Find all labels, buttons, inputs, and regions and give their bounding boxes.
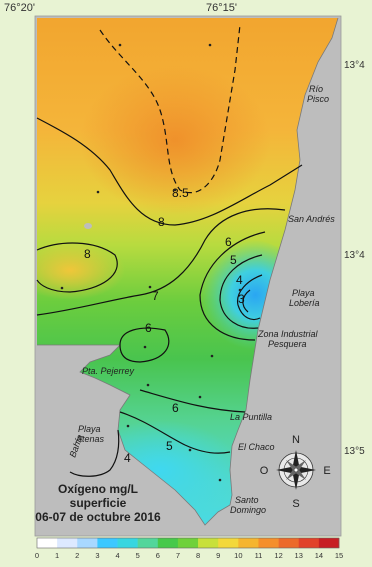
contour-label: 6 xyxy=(145,321,152,335)
colorbar-swatch xyxy=(57,538,78,548)
contour-label: 8 xyxy=(84,247,91,261)
colorbar-swatch xyxy=(318,538,340,548)
colorbar-tick-label: 15 xyxy=(335,551,343,560)
colorbar-swatch xyxy=(157,538,179,548)
legend-line-2: superficie xyxy=(70,496,127,510)
colorbar-swatch xyxy=(117,538,138,548)
contour-3 xyxy=(242,289,251,313)
colorbar-swatch xyxy=(258,538,279,548)
colorbar-tick-label: 1 xyxy=(55,551,59,560)
colorbar-swatch xyxy=(37,538,58,548)
contour-label: 8 xyxy=(158,215,165,229)
compass-s: S xyxy=(292,498,299,510)
contour-8-upper xyxy=(36,117,303,226)
contour-label: 6 xyxy=(172,401,179,415)
contour-6-south xyxy=(139,389,246,413)
colorbar-swatch xyxy=(218,538,239,548)
place-pta-pejerrey: Pta. Pejerrey xyxy=(82,366,135,376)
place-names: Río Pisco San Andrés Playa Lobería Zona … xyxy=(67,84,335,515)
contour-lines xyxy=(36,24,303,477)
contour-8-blob xyxy=(36,242,118,293)
colorbar-tick-label: 7 xyxy=(176,551,180,560)
colorbar: 0 1 2 3 4 5 6 7 8 9 10 11 12 13 14 15 xyxy=(35,537,343,560)
colorbar-tick-label: 14 xyxy=(315,551,323,560)
coastline xyxy=(37,17,339,526)
colorbar-tick-label: 2 xyxy=(75,551,79,560)
coord-right-1: 13°4 xyxy=(344,60,365,71)
place-la-puntilla: La Puntilla xyxy=(230,412,272,422)
contour-label: 7 xyxy=(152,289,159,303)
colorbar-swatch xyxy=(177,538,199,548)
place-pisco: Pisco xyxy=(307,94,329,104)
place-el-chaco: El Chaco xyxy=(238,442,275,452)
coord-top-1: 76°20' xyxy=(4,2,35,14)
contour-label: 3 xyxy=(238,292,245,306)
place-rio: Río xyxy=(309,84,323,94)
station-points xyxy=(60,43,242,482)
colorbar-tick-label: 4 xyxy=(115,551,119,560)
contour-label: 4 xyxy=(124,451,131,465)
place-santo-domingo-2: Domingo xyxy=(230,505,266,515)
place-playa-loberia-1: Playa xyxy=(292,288,315,298)
contour-label: 5 xyxy=(230,253,237,267)
map-legend-title: Oxígeno mg/L superficie 06-07 de octubre… xyxy=(35,482,161,524)
coord-right-2: 13°4 xyxy=(344,250,365,261)
compass-n: N xyxy=(292,434,300,446)
contour-label-group: 8.5 8 8 7 6 6 6 5 4 3 5 4 xyxy=(84,186,245,465)
colorbar-outline xyxy=(36,537,340,549)
place-zona-industrial-1: Zona Industrial xyxy=(257,329,319,339)
contour-5-east xyxy=(219,254,263,329)
colorbar-swatch xyxy=(137,538,159,548)
place-santo-domingo-1: Santo xyxy=(235,495,259,505)
colorbar-tick-label: 5 xyxy=(136,551,140,560)
colorbar-tick-label: 9 xyxy=(216,551,220,560)
colorbar-tick-label: 10 xyxy=(234,551,242,560)
contour-6-east xyxy=(199,231,266,341)
colorbar-tick-label: 8 xyxy=(196,551,200,560)
colorbar-swatch xyxy=(278,538,300,548)
colorbar-labels: 0 1 2 3 4 5 6 7 8 9 10 11 12 13 14 15 xyxy=(35,551,343,560)
contour-label: 8.5 xyxy=(172,186,189,200)
colorbar-tick-label: 12 xyxy=(274,551,282,560)
colorbar-swatch xyxy=(298,538,320,548)
colorbar-tick-label: 0 xyxy=(35,551,39,560)
compass-e: E xyxy=(323,465,330,477)
contour-5-south xyxy=(119,411,231,454)
colorbar-tick-label: 3 xyxy=(95,551,99,560)
colorbar-swatches xyxy=(36,537,340,549)
legend-line-3: 06-07 de octubre 2016 xyxy=(35,510,161,524)
coord-top-2: 76°15' xyxy=(206,2,237,14)
colorbar-swatch xyxy=(97,538,118,548)
place-playa-atenas-2: Atenas xyxy=(75,434,105,444)
contour-4-south xyxy=(69,429,120,477)
legend-line-1: Oxígeno mg/L xyxy=(58,482,138,496)
contour-6-west xyxy=(119,327,170,363)
place-zona-industrial-2: Pesquera xyxy=(268,339,307,349)
map-border xyxy=(34,15,342,537)
coord-right-3: 13°5 xyxy=(344,446,365,457)
colorbar-tick-label: 13 xyxy=(295,551,303,560)
contour-8-5 xyxy=(99,24,241,194)
compass-o: O xyxy=(260,465,269,477)
colorbar-swatch xyxy=(77,538,98,548)
colorbar-tick-label: 6 xyxy=(156,551,160,560)
place-playa-loberia-2: Lobería xyxy=(289,298,320,308)
colorbar-swatch xyxy=(238,538,259,548)
contour-7 xyxy=(36,208,286,316)
place-san-andres: San Andrés xyxy=(288,214,335,224)
contour-label: 5 xyxy=(166,439,173,453)
place-playa-atenas-1: Playa xyxy=(78,424,101,434)
contour-label: 4 xyxy=(236,273,243,287)
contour-label: 6 xyxy=(225,235,232,249)
compass-rose: N S E O xyxy=(260,434,331,510)
colorbar-tick-label: 11 xyxy=(255,551,263,560)
contour-4-east xyxy=(236,274,263,321)
colorbar-swatch xyxy=(198,538,219,548)
island-1 xyxy=(84,223,92,229)
